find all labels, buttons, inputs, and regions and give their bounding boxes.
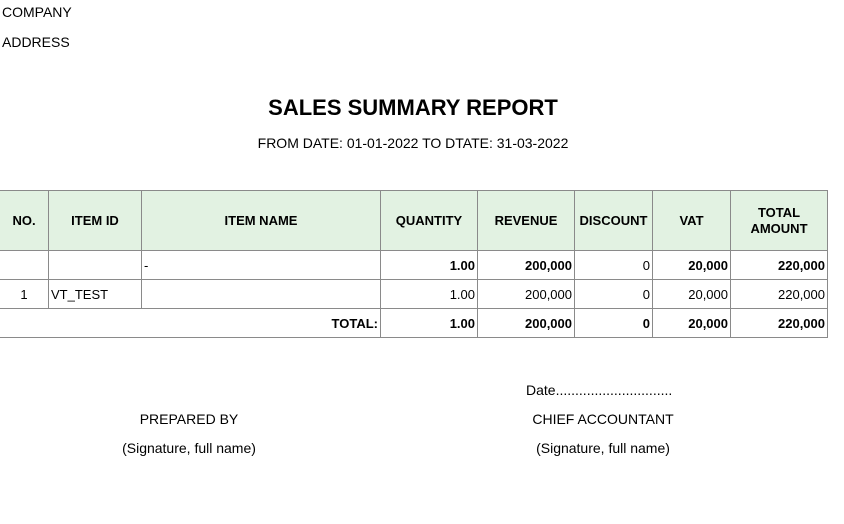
group-revenue: 200,000 [477,250,575,280]
chief-accountant-label: CHIEF ACCOUNTANT [532,411,674,427]
group-no [0,250,49,280]
group-item-name: - [141,250,381,280]
row-item-name [141,279,381,309]
column-header-revenue: REVENUE [477,190,575,251]
prepared-by-label: PREPARED BY [139,411,239,427]
row-discount: 0 [574,279,653,309]
total-label: TOTAL: [0,308,381,338]
column-header-quantity: QUANTITY [380,190,478,251]
row-quantity: 1.00 [380,279,478,309]
column-header-item-name: ITEM NAME [141,190,381,251]
chief-accountant-signature-hint: (Signature, full name) [536,440,670,456]
group-discount: 0 [574,250,653,280]
group-vat: 20,000 [652,250,731,280]
row-revenue: 200,000 [477,279,575,309]
total-vat: 20,000 [652,308,731,338]
total-amount: 220,000 [730,308,828,338]
prepared-by-signature-hint: (Signature, full name) [122,440,256,456]
signature-date-line: Date.............................. [526,382,673,398]
row-total-amount: 220,000 [730,279,828,309]
total-discount: 0 [574,308,653,338]
group-quantity: 1.00 [380,250,478,280]
column-header-no: NO. [0,190,49,251]
row-item-id: VT_TEST [48,279,142,309]
total-revenue: 200,000 [477,308,575,338]
column-header-discount: DISCOUNT [574,190,653,251]
sales-summary-table: NO. ITEM ID ITEM NAME QUANTITY REVENUE D… [0,190,828,338]
row-no: 1 [0,279,49,309]
group-total-amount: 220,000 [730,250,828,280]
report-title: SALES SUMMARY REPORT [268,95,558,120]
total-row: TOTAL: 1.00 200,000 0 20,000 220,000 [0,308,828,338]
group-item-id [48,250,142,280]
column-header-total-amount: TOTAL AMOUNT [730,190,828,251]
table-header-row: NO. ITEM ID ITEM NAME QUANTITY REVENUE D… [0,190,828,251]
company-name: COMPANY [2,4,72,20]
total-quantity: 1.00 [380,308,478,338]
column-header-vat: VAT [652,190,731,251]
group-row: - 1.00 200,000 0 20,000 220,000 [0,250,828,280]
row-vat: 20,000 [652,279,731,309]
column-header-item-id: ITEM ID [48,190,142,251]
company-address: ADDRESS [2,34,70,50]
table-row: 1 VT_TEST 1.00 200,000 0 20,000 220,000 [0,279,828,309]
report-date-range: FROM DATE: 01-01-2022 TO DTATE: 31-03-20… [257,135,569,151]
